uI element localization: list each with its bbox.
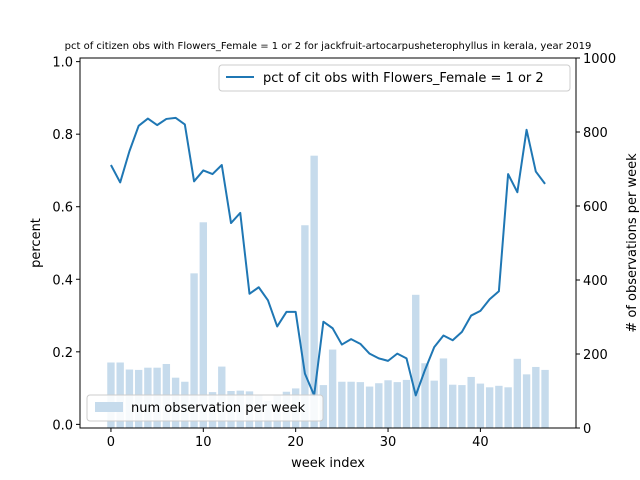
bar-week-46: [532, 366, 540, 428]
bar-week-36: [439, 358, 448, 428]
y-axis-right-ticks: 0 200 400 600 800 1000: [576, 52, 616, 437]
bar-week-44: [513, 358, 522, 428]
bar-week-40: [476, 383, 485, 428]
bar-week-21: [301, 225, 309, 428]
y-axis-left-label: percent: [29, 218, 44, 268]
bar-week-22: [310, 155, 318, 428]
legend-bar-label: num observation per week: [131, 401, 306, 416]
bar-week-30: [384, 380, 392, 428]
bar-week-29: [375, 383, 383, 428]
y-left-tick-label-0.2: 0.2: [52, 346, 73, 361]
bars-layer: [107, 155, 549, 428]
chart-title: pct of citizen obs with Flowers_Female =…: [65, 41, 592, 52]
bar-week-38: [458, 385, 466, 428]
bar-week-37: [449, 384, 457, 428]
legend-line-label: pct of cit obs with Flowers_Female = 1 o…: [263, 71, 544, 86]
x-tick-label-20: 20: [287, 435, 304, 450]
y-left-tick-label-0.6: 0.6: [52, 201, 73, 216]
y-right-tick-label-0: 0: [583, 422, 591, 437]
x-tick-label-10: 10: [195, 435, 212, 450]
y-left-tick-label-0.0: 0.0: [52, 418, 73, 433]
legend-bar-box: [86, 394, 324, 422]
bar-week-33: [412, 294, 420, 428]
y-left-tick-label-0.8: 0.8: [52, 128, 73, 143]
line-layer: [110, 116, 546, 397]
y-right-tick-label-400: 400: [583, 274, 608, 289]
y-right-tick-label-600: 600: [583, 200, 608, 215]
bar-week-34: [421, 363, 429, 428]
y-left-tick-label-1.0: 1.0: [52, 56, 73, 71]
bar-week-27: [356, 382, 365, 428]
bar-week-31: [393, 382, 401, 428]
x-tick-label-30: 30: [380, 435, 397, 450]
bar-week-25: [338, 381, 346, 428]
bar-week-35: [430, 380, 438, 428]
bar-week-9: [190, 273, 198, 428]
plot-frame: [79, 57, 577, 429]
y-right-tick-label-1000: 1000: [583, 52, 616, 67]
bar-week-45: [522, 374, 531, 428]
y-axis-right-label: # of observations per week: [625, 153, 640, 333]
legend-line-series: pct of cit obs with Flowers_Female = 1 o…: [218, 64, 571, 92]
x-tick-label-40: 40: [472, 435, 489, 450]
pct-line-series: [110, 116, 546, 397]
bar-week-28: [365, 386, 374, 428]
bar-week-32: [402, 379, 411, 428]
legend-line-box: [218, 64, 571, 92]
y-axis-left-ticks: 0.0 0.2 0.4 0.6 0.8 1.0: [52, 56, 80, 433]
bar-week-43: [504, 387, 512, 428]
y-left-tick-label-0.4: 0.4: [52, 273, 73, 288]
x-tick-label-0: 0: [107, 435, 115, 450]
x-axis-label: week index: [291, 456, 365, 471]
bar-week-47: [541, 369, 549, 428]
y-right-tick-label-800: 800: [583, 126, 608, 141]
bar-week-24: [328, 349, 337, 428]
bar-week-26: [347, 381, 355, 428]
y-right-tick-label-200: 200: [583, 348, 608, 363]
bar-week-42: [495, 385, 503, 428]
bar-week-10: [199, 222, 207, 428]
x-axis-ticks: 0 10 20 30 40: [107, 428, 489, 450]
legend-bar-series: num observation per week: [86, 394, 324, 422]
bar-week-41: [485, 387, 494, 428]
legend-bar-swatch: [95, 402, 123, 412]
bar-week-39: [467, 376, 475, 428]
